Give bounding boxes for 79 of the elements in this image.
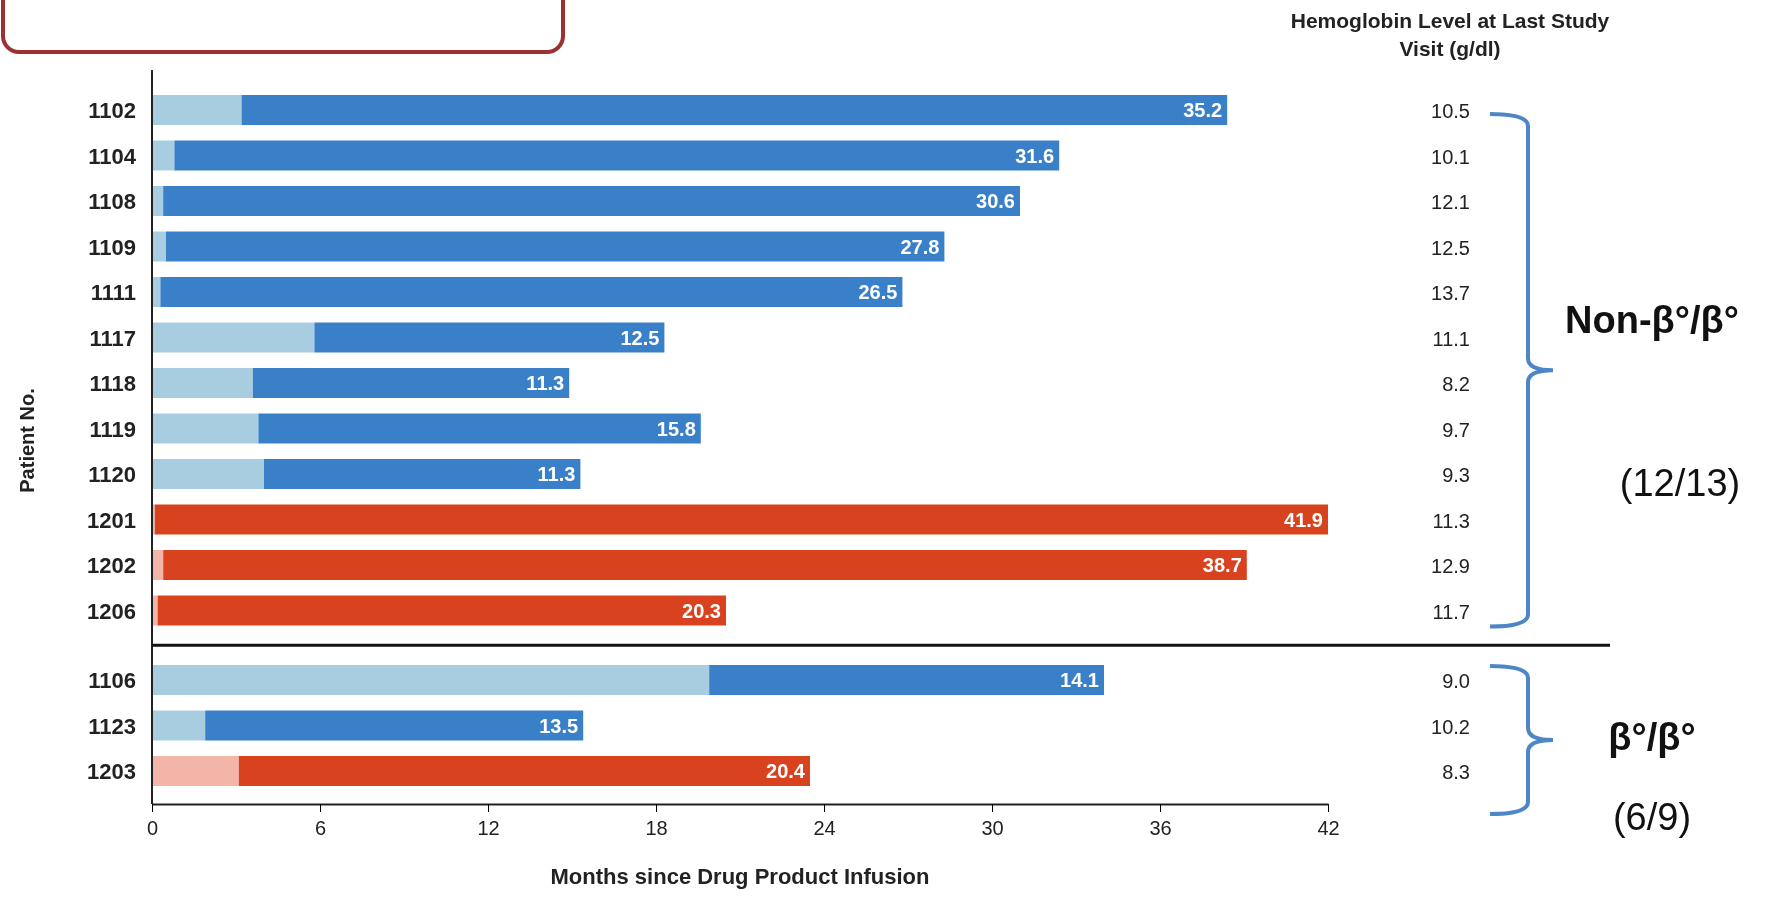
y-axis-title: Patient No. — [16, 388, 38, 493]
x-tick-label: 24 — [813, 817, 836, 839]
text: 13.7 — [1431, 282, 1470, 304]
bar — [314, 322, 665, 353]
bar — [152, 140, 175, 171]
x-axis-title: Months since Drug Product Infusion — [550, 864, 930, 889]
bar — [154, 504, 1328, 535]
bar — [163, 550, 1247, 580]
x-tick-label: 36 — [1149, 817, 1172, 839]
y-tick-label: 1120 — [88, 462, 136, 487]
y-tick-label: 1117 — [89, 325, 136, 351]
y-tick-label: 1109 — [88, 234, 136, 260]
data-label: 26.5 — [858, 281, 898, 303]
y-tick-label: 1106 — [88, 668, 136, 693]
data-label: 11.3 — [526, 372, 565, 394]
data-label: 11.3 — [537, 463, 576, 485]
bar — [152, 322, 315, 353]
bar — [157, 595, 726, 626]
bar — [252, 368, 570, 398]
data-label: 20.3 — [682, 599, 721, 622]
data-label: 14.1 — [1060, 669, 1099, 691]
x-tick-label: 42 — [1317, 817, 1340, 839]
x-tick-label: 6 — [314, 817, 327, 839]
text: (6/9) — [1612, 796, 1692, 838]
y-tick-label: 1201 — [87, 507, 136, 533]
data-label: 41.9 — [1284, 508, 1323, 531]
data-label: 38.7 — [1202, 554, 1242, 576]
text: (12/13) — [1619, 462, 1741, 504]
bar — [163, 186, 1020, 216]
text: 12.9 — [1431, 555, 1470, 577]
text: 9.3 — [1442, 464, 1470, 486]
y-tick-label: 1202 — [87, 553, 136, 578]
y-tick-label: 1104 — [88, 143, 137, 169]
y-tick-label: 1119 — [89, 416, 136, 442]
bar — [152, 95, 242, 125]
y-tick-label: 1111 — [90, 280, 136, 305]
x-tick-label: 30 — [981, 817, 1004, 839]
y-tick-label: 1206 — [87, 598, 136, 624]
text: 9.7 — [1442, 418, 1470, 441]
bar — [160, 277, 903, 307]
data-label: 20.4 — [766, 760, 806, 782]
text: 11.3 — [1432, 509, 1470, 532]
x-tick-label: 0 — [146, 817, 159, 839]
text: 11.7 — [1432, 600, 1470, 623]
bar — [264, 459, 581, 489]
data-label: 31.6 — [1015, 144, 1055, 167]
bar — [258, 413, 701, 444]
bar — [152, 413, 259, 444]
text: 8.2 — [1442, 373, 1470, 395]
text: 9.0 — [1442, 670, 1470, 692]
data-label: 15.8 — [656, 417, 696, 440]
data-label: 13.5 — [539, 714, 579, 737]
data-label: 30.6 — [976, 190, 1015, 212]
bar — [241, 95, 1228, 125]
data-label: 27.8 — [900, 235, 940, 258]
y-tick-label: 1123 — [88, 713, 136, 739]
bar — [166, 231, 945, 262]
bar — [152, 231, 166, 262]
data-label: 35.2 — [1183, 99, 1223, 121]
text: 8.3 — [1442, 761, 1470, 783]
y-tick-label: 1108 — [88, 189, 136, 214]
text: β°/β° — [1608, 716, 1696, 758]
y-tick-label: 1203 — [87, 759, 136, 784]
text: 11.1 — [1432, 327, 1470, 350]
x-tick-label: 18 — [645, 817, 668, 839]
text: 10.2 — [1431, 715, 1470, 738]
bar — [174, 140, 1060, 171]
y-tick-label: 1102 — [88, 98, 136, 123]
text: 10.1 — [1431, 145, 1470, 168]
text: 12.1 — [1431, 191, 1470, 213]
data-label: 12.5 — [620, 326, 660, 349]
text: 10.5 — [1431, 100, 1470, 122]
text: Hemoglobin Level at Last Study Visit (g/dl) — [1290, 9, 1610, 60]
text: Non-β°/β° — [1565, 299, 1739, 341]
x-tick-label: 12 — [477, 817, 500, 839]
bar — [152, 459, 264, 489]
y-tick-label: 1118 — [89, 371, 136, 396]
text: 12.5 — [1431, 236, 1470, 259]
bar — [152, 368, 253, 398]
